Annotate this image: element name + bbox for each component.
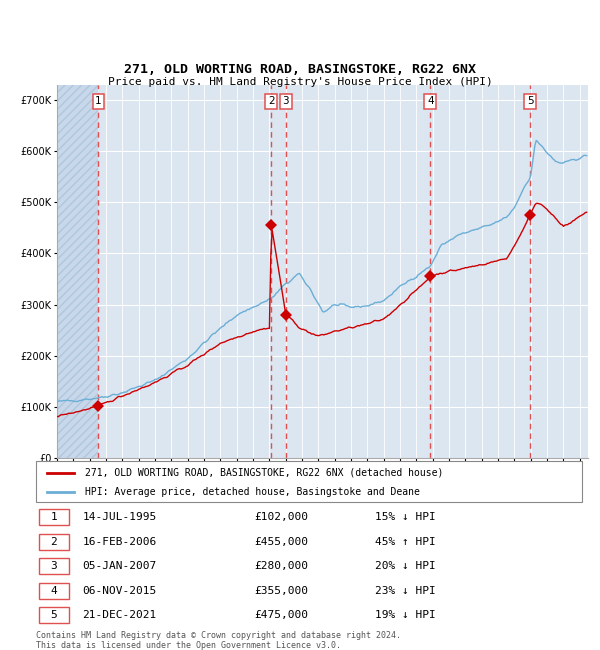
Bar: [57, 84, 98, 458]
Text: 20% ↓ HPI: 20% ↓ HPI: [374, 561, 435, 571]
Bar: [39, 534, 69, 550]
Text: 5: 5: [527, 96, 533, 107]
Text: £455,000: £455,000: [254, 537, 308, 547]
Text: £355,000: £355,000: [254, 586, 308, 595]
Text: Price paid vs. HM Land Registry's House Price Index (HPI): Price paid vs. HM Land Registry's House …: [107, 77, 493, 86]
Text: 5: 5: [50, 610, 57, 620]
Text: 23% ↓ HPI: 23% ↓ HPI: [374, 586, 435, 595]
Text: £280,000: £280,000: [254, 561, 308, 571]
Text: 3: 3: [50, 561, 57, 571]
Text: 05-JAN-2007: 05-JAN-2007: [82, 561, 157, 571]
Text: 15% ↓ HPI: 15% ↓ HPI: [374, 512, 435, 522]
Text: HPI: Average price, detached house, Basingstoke and Deane: HPI: Average price, detached house, Basi…: [85, 487, 420, 497]
Text: 21-DEC-2021: 21-DEC-2021: [82, 610, 157, 620]
Text: 14-JUL-1995: 14-JUL-1995: [82, 512, 157, 522]
Text: 1: 1: [50, 512, 57, 522]
Text: Contains HM Land Registry data © Crown copyright and database right 2024.
This d: Contains HM Land Registry data © Crown c…: [36, 630, 401, 650]
Bar: [39, 607, 69, 623]
Text: 3: 3: [283, 96, 289, 107]
Bar: [39, 558, 69, 574]
Text: 271, OLD WORTING ROAD, BASINGSTOKE, RG22 6NX: 271, OLD WORTING ROAD, BASINGSTOKE, RG22…: [124, 63, 476, 76]
Text: £475,000: £475,000: [254, 610, 308, 620]
Text: 271, OLD WORTING ROAD, BASINGSTOKE, RG22 6NX (detached house): 271, OLD WORTING ROAD, BASINGSTOKE, RG22…: [85, 468, 443, 478]
Text: 06-NOV-2015: 06-NOV-2015: [82, 586, 157, 595]
Text: 2: 2: [50, 537, 57, 547]
Text: 16-FEB-2006: 16-FEB-2006: [82, 537, 157, 547]
Text: 2: 2: [268, 96, 275, 107]
Text: 1: 1: [95, 96, 102, 107]
Text: £102,000: £102,000: [254, 512, 308, 522]
Bar: [39, 582, 69, 599]
Text: 4: 4: [50, 586, 57, 595]
Text: 19% ↓ HPI: 19% ↓ HPI: [374, 610, 435, 620]
Text: 4: 4: [427, 96, 434, 107]
Text: 45% ↑ HPI: 45% ↑ HPI: [374, 537, 435, 547]
Bar: [39, 510, 69, 525]
